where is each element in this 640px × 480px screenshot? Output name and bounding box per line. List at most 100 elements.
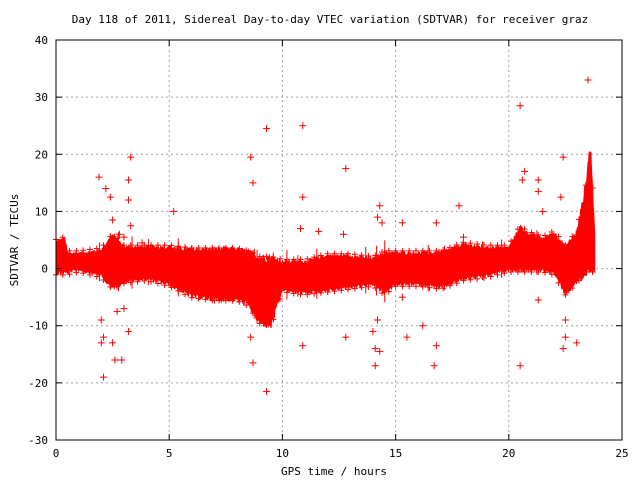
band-edge-point (412, 247, 419, 254)
band-edge-point (589, 185, 596, 191)
band-edge-point (480, 275, 487, 281)
band-edge-point (80, 270, 87, 277)
outlier-point (371, 345, 379, 353)
band-edge-point (338, 250, 345, 257)
band-edge-point (114, 235, 121, 242)
band-edge-point (433, 285, 440, 292)
band-edge-point (392, 247, 399, 254)
band-edge-point (66, 247, 73, 254)
band-edge-point (399, 247, 406, 254)
outlier-point (124, 327, 132, 335)
band-edge-point (154, 280, 161, 287)
outlier-point (124, 176, 132, 184)
band-edge-point (528, 229, 535, 236)
band-edge-point (317, 289, 324, 296)
band-edge-point (216, 297, 223, 304)
band-edge-point (372, 285, 379, 291)
band-edge-point (154, 242, 161, 249)
band-edge-point (446, 244, 453, 251)
band-edge-point (467, 240, 474, 247)
band-edge-point (141, 277, 148, 284)
band-edge-point (521, 225, 528, 232)
band-edge-point (535, 231, 542, 238)
band-edge-point (358, 252, 365, 259)
band-edge-point (528, 269, 535, 275)
outlier-point (297, 225, 305, 233)
band-edge-point (59, 271, 66, 278)
outlier-point (120, 233, 128, 241)
outlier-point (100, 373, 108, 381)
band-edge-point (107, 283, 114, 290)
outlier-point (299, 342, 307, 350)
outlier-point (559, 153, 567, 161)
band-edge-point (453, 241, 460, 248)
band-edge-point (304, 255, 311, 262)
band-edge-point (460, 277, 467, 284)
band-edge-point (351, 251, 358, 258)
band-edge-point (134, 278, 141, 285)
band-edge-point (474, 241, 481, 247)
band-edge-point (66, 271, 73, 278)
band-edge-point (93, 245, 100, 252)
y-tick-label: 20 (35, 148, 48, 161)
y-tick-label: -20 (28, 377, 48, 390)
outlier-point (138, 239, 146, 247)
band-edge-point (161, 282, 168, 289)
y-axis-label: SDTVAR / TECUs (8, 194, 21, 287)
band-edge-point (311, 290, 318, 297)
band-edge-point (514, 226, 521, 233)
outlier-point (573, 339, 581, 347)
band-edge-point (582, 182, 589, 189)
band-edge-point (562, 242, 569, 249)
outlier-point (340, 230, 348, 238)
band-edge-point (440, 285, 447, 292)
band-edge-point (120, 242, 127, 249)
band-edge-point (107, 233, 114, 240)
band-edge-point (168, 242, 175, 249)
outlier-point (247, 153, 255, 161)
band-edge-point (446, 282, 453, 289)
band-edge-point (229, 245, 236, 251)
band-edge-point (86, 246, 93, 253)
outlier-point (539, 207, 547, 215)
band-edge-point (494, 271, 501, 278)
band-edge-point (229, 297, 236, 304)
outlier-point (561, 316, 569, 324)
band-edge-point (202, 296, 209, 303)
band-edge-point (134, 242, 141, 249)
band-edge-point (243, 247, 250, 254)
band-edge-point (508, 238, 515, 245)
outlier-point (518, 176, 526, 184)
outlier-point (124, 196, 132, 204)
band-edge-point (127, 242, 134, 249)
band-edge-point (358, 284, 365, 291)
band-edge-point (182, 291, 189, 298)
x-tick-label: 20 (502, 447, 515, 460)
y-tick-label: 0 (41, 263, 48, 276)
outlier-point (398, 293, 406, 301)
band-edge-point (575, 277, 582, 284)
outlier-point (432, 342, 440, 350)
band-edge-point (501, 242, 508, 249)
outlier-point (247, 333, 255, 341)
band-edge-point (535, 269, 542, 275)
band-edge-point (222, 245, 229, 251)
band-edge-point (195, 245, 202, 251)
outlier-point (455, 202, 463, 210)
band-edge-point (243, 302, 250, 309)
band-edge-point (542, 232, 549, 239)
band-edge-point (73, 247, 80, 254)
outlier-point (102, 185, 110, 193)
band-edge-point (277, 255, 284, 262)
band-edge-point (222, 297, 229, 304)
band-edge-point (270, 254, 277, 261)
outlier-point (534, 187, 542, 195)
outlier-point (373, 213, 381, 221)
outlier-point (249, 359, 257, 367)
band-edge-point (569, 285, 576, 291)
outlier-point (559, 345, 567, 353)
band-edge-point (216, 245, 223, 251)
outlier-point (516, 102, 524, 110)
outlier-point (127, 222, 135, 230)
band-edge-point (317, 252, 324, 259)
